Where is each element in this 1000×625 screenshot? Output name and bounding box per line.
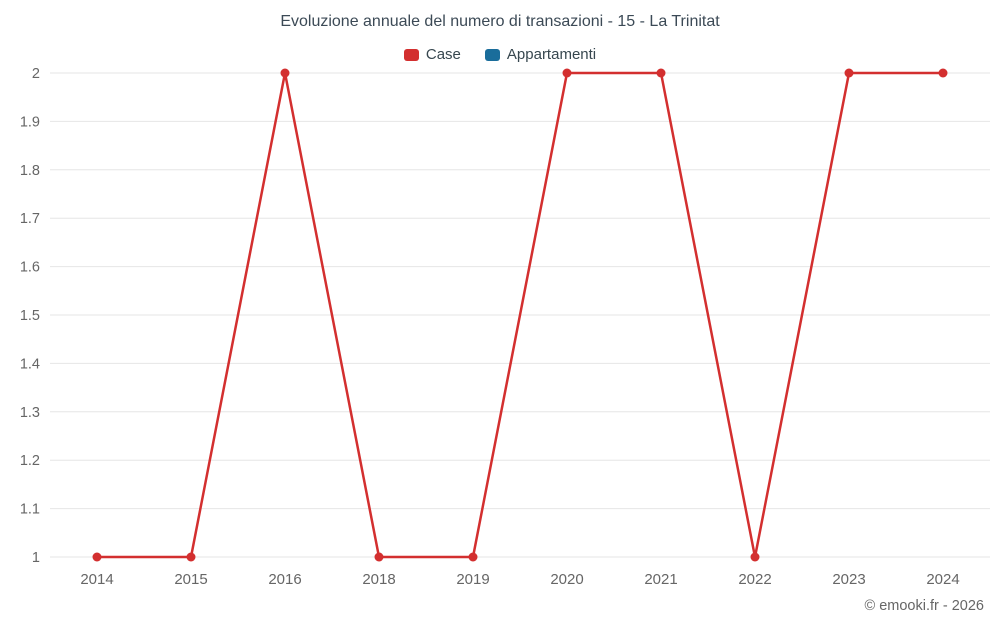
y-axis-tick-label: 2: [32, 66, 40, 82]
legend-label-appartamenti: Appartamenti: [506, 46, 597, 63]
data-point-marker[interactable]: [468, 552, 478, 562]
y-axis-tick-label: 1.2: [20, 453, 40, 469]
y-axis-tick-label: 1.5: [20, 308, 40, 324]
data-point-marker[interactable]: [844, 68, 854, 78]
x-axis-tick-label: 2024: [926, 571, 959, 588]
series-line-case: [95, 71, 945, 559]
y-axis-tick-label: 1.4: [20, 356, 40, 372]
y-axis-tick-label: 1.7: [20, 211, 40, 227]
chart-title: Evoluzione annuale del numero di transaz…: [280, 13, 720, 30]
y-axis-tick-label: 1: [32, 550, 40, 566]
y-axis-tick-label: 1.8: [20, 163, 40, 179]
data-point-marker[interactable]: [92, 552, 102, 562]
legend-item-appartamenti[interactable]: Appartamenti: [484, 46, 597, 63]
legend: Case Appartamenti: [0, 46, 1000, 63]
data-point-marker[interactable]: [938, 68, 948, 78]
data-point-marker[interactable]: [280, 68, 290, 78]
data-point-marker[interactable]: [374, 552, 384, 562]
legend-item-case[interactable]: Case: [403, 46, 461, 63]
legend-swatch-case: [403, 48, 419, 61]
x-axis-tick-label: 2023: [832, 571, 865, 588]
x-axis-tick-label: 2019: [456, 571, 489, 588]
y-axis-tick-label: 1.6: [20, 260, 40, 276]
x-axis-tick-label: 2016: [268, 571, 301, 588]
x-axis-tick-label: 2021: [644, 571, 677, 588]
data-point-marker[interactable]: [656, 68, 666, 78]
legend-label-case: Case: [425, 46, 461, 63]
copyright-footer: © emooki.fr - 2026: [864, 598, 984, 614]
x-axis-tick-label: 2014: [80, 571, 113, 588]
y-axis-tick-label: 1.9: [20, 114, 40, 130]
x-axis-tick-label: 2015: [174, 571, 207, 588]
x-axis-tick-label: 2022: [738, 571, 771, 588]
x-axis-tick-label: 2018: [362, 571, 395, 588]
y-axis-tick-label: 1.1: [20, 502, 40, 518]
x-axis-tick-label: 2020: [550, 571, 583, 588]
legend-swatch-appartamenti: [484, 48, 500, 61]
data-point-marker[interactable]: [186, 552, 196, 562]
y-axis-tick-label: 1.3: [20, 405, 40, 421]
data-point-marker[interactable]: [750, 552, 760, 562]
data-point-marker[interactable]: [562, 68, 572, 78]
